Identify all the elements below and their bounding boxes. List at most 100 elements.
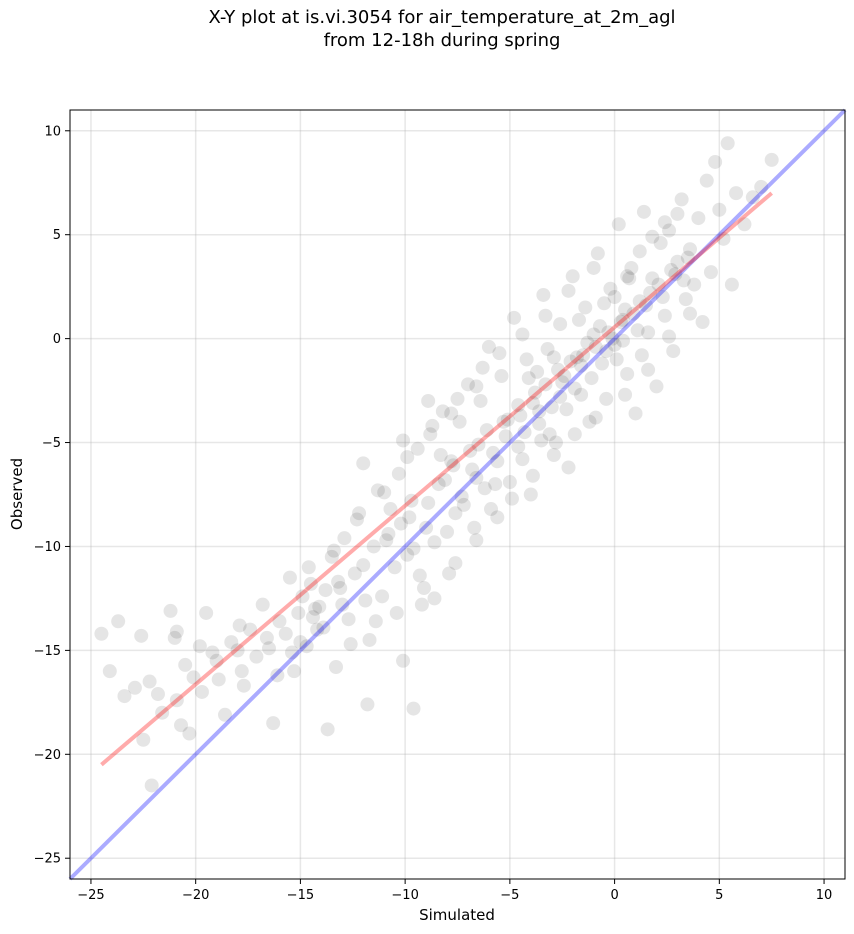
data-point [155,705,170,720]
data-point [595,356,610,371]
data-point [683,306,697,321]
data-point [127,680,142,695]
data-point [232,618,247,633]
data-point [574,358,589,373]
data-point [437,472,452,487]
data-point [536,287,551,302]
data-point [255,597,270,612]
data-point [528,385,542,400]
data-point [117,689,132,704]
data-point [517,425,532,440]
data-point [662,329,677,344]
data-point [534,433,549,448]
data-point [427,591,442,606]
x-axis-label: Simulated [419,906,495,924]
data-point [326,543,341,558]
data-point [423,427,438,442]
data-point [324,549,339,564]
data-point [586,260,601,275]
data-point [511,398,526,413]
data-point [404,493,419,508]
data-point [599,344,614,359]
data-point [456,497,471,512]
data-point [444,406,459,421]
data-point [199,605,214,620]
data-point [530,364,545,379]
data-point [618,387,633,402]
data-point [729,186,744,201]
data-point [645,271,660,286]
data-point [724,277,739,292]
data-point [282,570,297,585]
data-point [150,687,165,702]
data-point [683,242,697,257]
data-point [467,520,482,535]
data-point [316,620,331,635]
x-tick-label: 5 [715,888,723,903]
data-point [469,470,484,485]
data-point [460,377,475,392]
data-point [745,190,760,205]
data-point [387,560,402,575]
data-point [668,267,683,282]
data-point [194,684,209,699]
data-point [498,429,513,444]
data-point [144,778,159,793]
data-point [136,732,151,747]
data-point [435,404,450,419]
data-point [664,263,679,278]
fit-line [100,191,773,767]
data-point [574,387,589,402]
x-tick-label: −25 [77,888,104,903]
y-tick-label: −10 [34,540,61,555]
data-point [433,448,448,463]
data-point [331,574,346,589]
data-point [607,337,622,352]
x-tick-label: −10 [391,888,418,903]
data-point [186,670,201,685]
data-point [167,630,182,645]
data-point [580,335,595,350]
data-point [620,366,635,381]
data-point [308,601,323,616]
data-point [295,589,310,604]
data-point [670,206,685,221]
data-point [605,331,620,346]
data-point [249,649,264,664]
data-point [291,605,306,620]
data-point [513,408,528,423]
data-point [272,614,287,629]
plot-area-background [70,110,845,879]
data-point [490,454,505,469]
data-point [643,285,658,300]
data-point [318,583,333,598]
data-point [653,236,668,251]
x-tick-label: 0 [610,888,618,903]
data-point [532,416,547,431]
x-tick-label: −20 [182,888,209,903]
data-point [134,628,149,643]
data-point [716,231,731,246]
data-point [400,547,415,562]
y-tick-label: −5 [42,436,61,451]
axis-ticks: −25 −20 −15 −10 −5 0 5 10 −25 −20 −15 −10 −5 0 5 10 [34,124,833,903]
data-point [465,462,480,477]
data-point [676,273,691,288]
data-point [261,641,276,656]
data-point [632,244,647,259]
data-point [586,327,601,342]
data-point [452,414,467,429]
data-point [615,333,630,348]
chart-title: X-Y plot at is.vi.3054 for air_temperatu… [0,6,854,52]
data-point [349,512,364,527]
data-point [582,414,597,429]
data-point [211,672,226,687]
data-point [370,483,385,498]
data-point [542,427,557,442]
data-point [618,302,633,317]
data-point [192,639,207,654]
data-point [406,701,421,716]
data-point [559,402,574,417]
data-point [630,323,645,338]
data-point [622,271,637,286]
